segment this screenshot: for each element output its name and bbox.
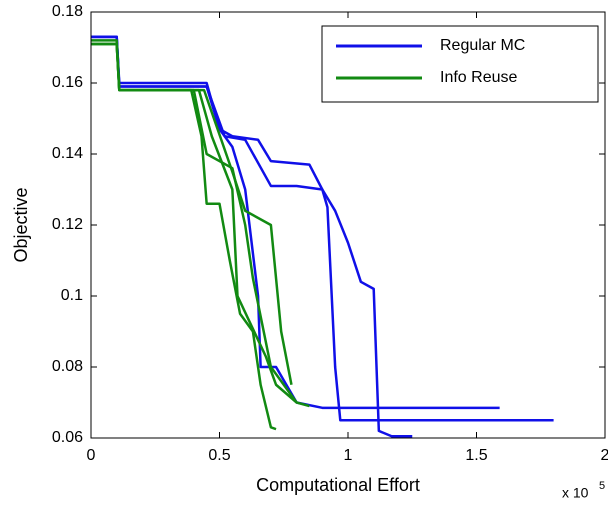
legend-label: Info Reuse <box>440 69 517 86</box>
legend-box <box>321 25 599 103</box>
x-tick-label: 1.5 <box>465 447 487 464</box>
y-tick-label: 0.08 <box>52 358 83 375</box>
y-tick-label: 0.16 <box>52 74 83 91</box>
y-tick-label: 0.06 <box>52 429 83 446</box>
y-tick-label: 0.18 <box>52 3 83 20</box>
y-tick-label: 0.12 <box>52 216 83 233</box>
y-tick-label: 0.1 <box>61 287 83 304</box>
x-tick-label: 2 <box>601 447 608 464</box>
y-tick-label: 0.14 <box>52 145 83 162</box>
y-axis-label: Objective <box>11 187 31 262</box>
run-line <box>91 42 293 385</box>
x-tick-label: 0 <box>87 447 96 464</box>
x-tick-label: 1 <box>344 447 353 464</box>
x-axis-label: Computational Effort <box>256 475 420 495</box>
run-line <box>91 35 413 438</box>
x-multiplier: x 10 <box>562 485 589 501</box>
x-multiplier-exponent: 5 <box>599 480 605 492</box>
plot-frame <box>90 11 606 439</box>
legend-label: Regular MC <box>440 37 525 54</box>
x-tick-label: 0.5 <box>208 447 230 464</box>
run-line <box>91 42 277 431</box>
